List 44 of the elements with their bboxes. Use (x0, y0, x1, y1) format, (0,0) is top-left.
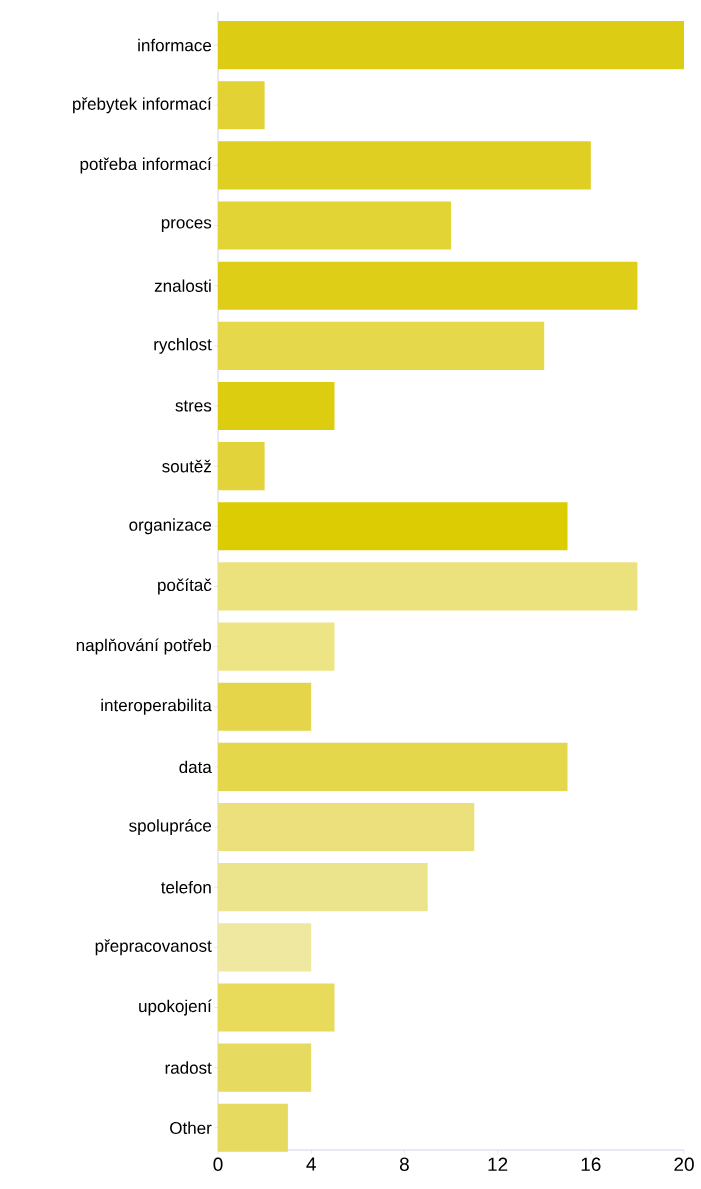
x-tick-label: 12 (488, 1157, 508, 1171)
y-tick-label: proces (161, 219, 212, 232)
y-tick-label: znalosti (154, 279, 211, 292)
y-tick-label: přepracovanost (95, 939, 212, 956)
y-tick-label: interoperabilita (101, 698, 212, 715)
bar (218, 923, 312, 972)
y-tick-label: rychlost (154, 337, 212, 354)
bar (218, 81, 265, 130)
y-tick-label: informace (138, 38, 212, 52)
bar (218, 742, 568, 791)
x-tick-label: 0 (213, 1157, 223, 1171)
y-tick-label: přebytek informací (73, 97, 212, 114)
y-tick-label: data (179, 760, 212, 774)
bar (218, 21, 684, 70)
y-tick-label: počítač (158, 578, 212, 595)
y-tick-label: stres (175, 400, 212, 412)
bar (218, 802, 475, 852)
y-tick-label: naplňování potřeb (76, 638, 212, 655)
bar (218, 983, 335, 1032)
bar (218, 1043, 312, 1092)
bar (218, 562, 638, 611)
y-tick-label: upokojení (139, 999, 212, 1016)
bar (218, 863, 428, 912)
x-tick-label: 8 (399, 1157, 409, 1171)
bar (218, 381, 335, 431)
bar (218, 201, 451, 250)
x-tick-label: 16 (581, 1157, 601, 1171)
y-tick-label: Other (170, 1121, 212, 1135)
y-tick-label: organizace (129, 518, 212, 535)
bar (218, 442, 265, 491)
bar (218, 141, 591, 190)
y-tick-label: telefon (161, 880, 211, 894)
bar (218, 502, 568, 551)
bar (218, 1103, 288, 1152)
y-tick-label: spolupráce (129, 819, 212, 836)
bar (218, 261, 638, 310)
y-tick-label: soutěž (162, 459, 211, 473)
x-tick-label: 4 (306, 1157, 316, 1171)
x-tick-label: 20 (674, 1157, 694, 1171)
bar (218, 682, 312, 731)
y-tick-label: radost (165, 1061, 212, 1074)
y-tick-label: potřeba informací (80, 157, 212, 174)
bar (218, 622, 335, 671)
bar (218, 321, 545, 370)
